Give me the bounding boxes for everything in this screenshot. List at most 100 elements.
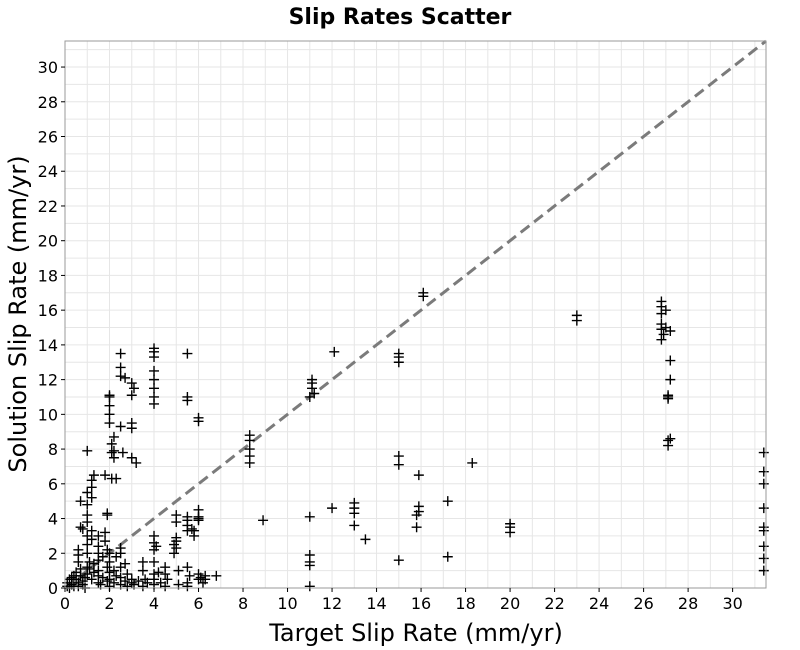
data-point bbox=[665, 325, 676, 336]
data-point bbox=[442, 551, 453, 562]
x-tick-label: 20 bbox=[500, 594, 520, 613]
data-point bbox=[182, 511, 193, 522]
data-point bbox=[758, 553, 769, 564]
data-point bbox=[149, 365, 160, 376]
data-point bbox=[758, 478, 769, 489]
y-tick-label: 14 bbox=[38, 336, 58, 355]
data-point bbox=[115, 371, 126, 382]
reference-line bbox=[64, 39, 767, 590]
data-point bbox=[182, 391, 193, 402]
data-point bbox=[149, 374, 160, 385]
data-point bbox=[258, 515, 269, 526]
data-point bbox=[120, 558, 131, 569]
data-point bbox=[186, 523, 197, 534]
data-point bbox=[104, 418, 115, 429]
data-point bbox=[88, 470, 99, 481]
data-point bbox=[133, 576, 144, 587]
x-tick-label: 18 bbox=[455, 594, 475, 613]
data-point bbox=[86, 475, 97, 486]
data-point bbox=[349, 520, 360, 531]
data-point bbox=[126, 574, 137, 585]
data-point bbox=[211, 570, 222, 581]
data-point bbox=[656, 334, 667, 345]
data-point bbox=[160, 581, 171, 592]
data-point bbox=[131, 457, 142, 468]
data-point bbox=[467, 457, 478, 468]
data-point bbox=[122, 569, 133, 580]
y-tick-label: 28 bbox=[38, 93, 58, 112]
x-tick-label: 14 bbox=[366, 594, 386, 613]
data-point bbox=[104, 400, 115, 411]
data-point bbox=[137, 565, 148, 576]
data-point bbox=[93, 541, 104, 552]
data-point bbox=[393, 357, 404, 368]
data-point bbox=[171, 532, 182, 543]
plot-frame bbox=[64, 40, 767, 589]
data-point bbox=[193, 504, 204, 515]
data-point bbox=[115, 421, 126, 432]
data-point bbox=[111, 473, 122, 484]
data-point bbox=[304, 511, 315, 522]
data-point bbox=[571, 310, 582, 321]
data-point bbox=[149, 530, 160, 541]
y-tick-label: 12 bbox=[38, 371, 58, 390]
data-point bbox=[658, 329, 669, 340]
data-point bbox=[86, 492, 97, 503]
data-point bbox=[126, 390, 137, 401]
y-tick-label: 8 bbox=[48, 440, 58, 459]
data-point bbox=[393, 451, 404, 462]
data-point bbox=[758, 525, 769, 536]
data-point bbox=[75, 563, 86, 574]
data-point bbox=[77, 523, 88, 534]
data-point bbox=[115, 543, 126, 554]
x-tick-label: 2 bbox=[104, 594, 114, 613]
data-point bbox=[182, 577, 193, 588]
data-point bbox=[104, 390, 115, 401]
x-tick-label: 4 bbox=[149, 594, 159, 613]
data-point bbox=[73, 544, 84, 555]
data-point bbox=[665, 374, 676, 385]
data-point bbox=[104, 567, 115, 578]
data-point bbox=[182, 348, 193, 359]
data-point bbox=[758, 503, 769, 514]
data-point bbox=[126, 378, 137, 389]
y-tick-label: 6 bbox=[48, 475, 58, 494]
data-point bbox=[86, 574, 97, 585]
data-point bbox=[137, 556, 148, 567]
data-point bbox=[758, 565, 769, 576]
data-point bbox=[304, 550, 315, 561]
data-point bbox=[104, 556, 115, 567]
data-point bbox=[309, 388, 320, 399]
data-point bbox=[108, 431, 119, 442]
y-tick-label: 4 bbox=[48, 510, 58, 529]
data-point bbox=[82, 445, 93, 456]
data-point bbox=[149, 343, 160, 354]
data-point bbox=[93, 565, 104, 576]
data-point bbox=[128, 383, 139, 394]
data-point bbox=[663, 391, 674, 402]
data-point bbox=[304, 581, 315, 592]
data-point bbox=[160, 562, 171, 573]
x-axis-label: Target Slip Rate (mm/yr) bbox=[268, 619, 563, 647]
data-point bbox=[73, 581, 84, 592]
data-point bbox=[393, 459, 404, 470]
data-point bbox=[171, 510, 182, 521]
data-point bbox=[193, 412, 204, 423]
data-point bbox=[149, 569, 160, 580]
x-tick-label: 10 bbox=[277, 594, 297, 613]
data-point bbox=[149, 391, 160, 402]
data-point bbox=[393, 555, 404, 566]
data-point bbox=[82, 539, 93, 550]
data-point bbox=[360, 534, 371, 545]
data-point bbox=[329, 346, 340, 357]
data-point bbox=[182, 562, 193, 573]
data-point bbox=[327, 503, 338, 514]
data-point bbox=[758, 466, 769, 477]
data-point bbox=[758, 541, 769, 552]
data-point bbox=[100, 470, 111, 481]
data-point bbox=[663, 440, 674, 451]
data-point bbox=[100, 527, 111, 538]
data-point bbox=[195, 572, 206, 583]
